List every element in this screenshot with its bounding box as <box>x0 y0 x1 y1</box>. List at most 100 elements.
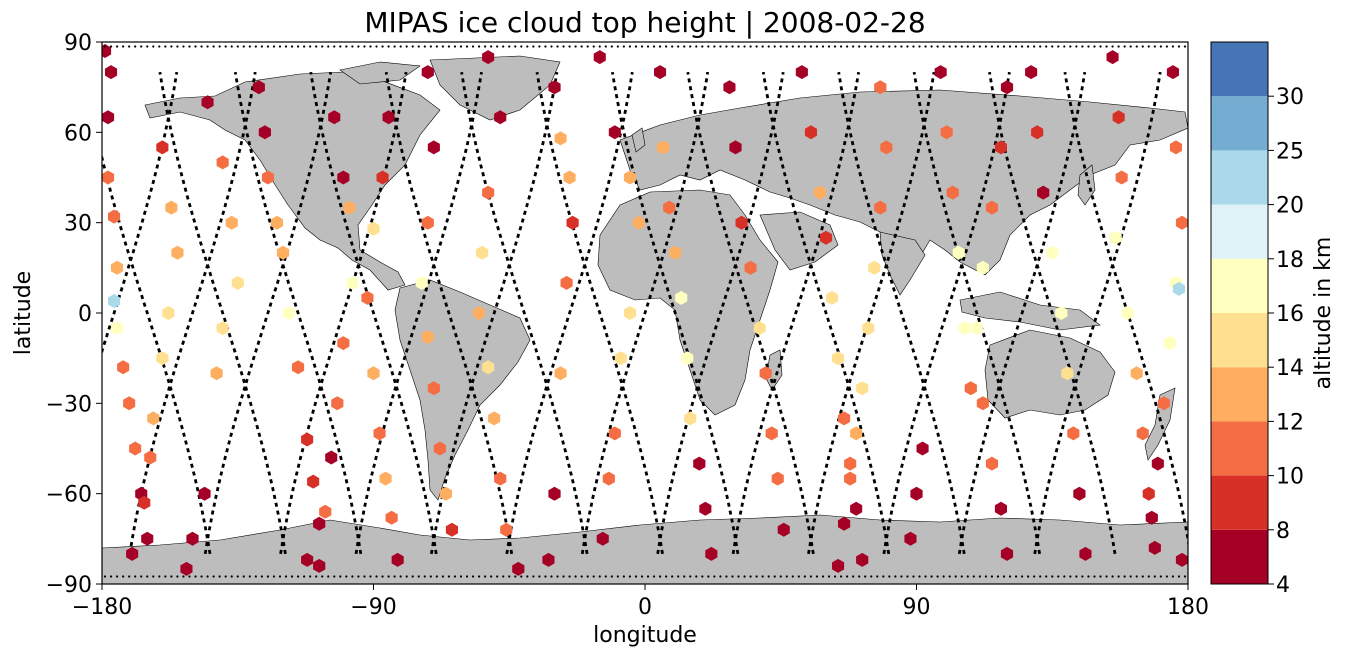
south-pole-dot <box>725 575 728 578</box>
south-pole-dot <box>212 575 215 578</box>
south-pole-dot <box>333 575 336 578</box>
south-pole-dot <box>827 575 831 578</box>
north-pole-dot <box>990 45 994 48</box>
north-pole-dot <box>604 45 607 48</box>
south-pole-dot <box>556 575 559 578</box>
x-tick-label: −90 <box>350 595 396 620</box>
cloud-marker <box>1031 125 1044 140</box>
south-pole-dot <box>441 575 444 578</box>
south-pole-dot <box>164 575 167 578</box>
colorbar-tick-label: 18 <box>1276 248 1304 273</box>
north-pole-dot <box>471 45 475 48</box>
north-pole-dot <box>815 45 819 48</box>
north-pole-dot <box>960 45 963 48</box>
north-pole-dot <box>846 45 849 48</box>
colorbar-tick-label: 25 <box>1276 139 1304 164</box>
cloud-marker <box>337 336 350 351</box>
cloud-marker <box>744 260 757 275</box>
north-pole-dot <box>785 45 788 48</box>
south-pole-dot <box>990 575 994 578</box>
north-pole-dot <box>610 45 613 48</box>
south-pole-dot <box>103 575 107 578</box>
south-pole-dot <box>852 575 855 578</box>
north-pole-dot <box>115 45 119 48</box>
cloud-marker <box>819 230 833 245</box>
north-pole-dot <box>206 45 209 48</box>
north-pole-dot <box>1153 45 1156 48</box>
north-pole-dot <box>622 45 625 48</box>
south-pole-dot <box>405 575 408 578</box>
south-pole-dot <box>109 575 113 578</box>
orbit-track <box>761 71 891 555</box>
cloud-marker <box>832 558 845 573</box>
cloud-marker <box>596 531 609 546</box>
south-pole-dot <box>170 575 173 578</box>
orbit-track <box>731 71 860 555</box>
south-pole-dot <box>1069 575 1072 578</box>
south-pole-dot <box>821 575 825 578</box>
cloud-marker <box>1142 486 1155 501</box>
cloud-marker <box>331 396 344 411</box>
arabia-landmass <box>759 211 839 271</box>
cloud-marker <box>964 381 977 396</box>
south-pole-dot <box>634 575 638 578</box>
north-pole-dot <box>930 45 933 48</box>
north-pole-dot <box>671 45 674 48</box>
maritime-asia-islands <box>959 291 1101 331</box>
cloud-marker <box>994 140 1007 155</box>
cloud-marker <box>1157 396 1170 411</box>
south-pole-dot <box>550 575 553 578</box>
north-pole-dot <box>170 45 173 48</box>
south-pole-dot <box>1123 575 1126 578</box>
north-pole-dot <box>888 45 891 48</box>
south-pole-dot <box>327 575 330 578</box>
cloud-marker <box>1121 306 1134 320</box>
south-pole-dot <box>290 575 294 578</box>
orbit-track <box>384 71 514 555</box>
north-pole-dot <box>345 45 348 48</box>
cloud-marker <box>958 321 971 336</box>
north-pole-dot <box>1008 45 1012 48</box>
map-plot-area <box>101 41 1189 585</box>
south-pole-dot <box>870 575 873 578</box>
colorbar-segment <box>1211 529 1268 584</box>
north-pole-dot <box>689 45 692 48</box>
south-pole-dot <box>1159 575 1162 578</box>
cloud-marker <box>759 366 772 381</box>
south-pole-dot <box>218 575 221 578</box>
south-pole-dot <box>369 575 372 578</box>
north-pole-dot <box>966 45 969 48</box>
north-pole-dot <box>278 45 282 48</box>
orbit-track <box>430 71 559 555</box>
cloud-marker <box>1079 546 1092 561</box>
south-pole-dot <box>797 575 800 578</box>
south-pole-dot <box>900 575 903 578</box>
south-pole-dot <box>152 575 155 578</box>
cloud-marker <box>292 360 305 375</box>
cloud-marker <box>198 486 211 501</box>
south-pole-dot <box>658 575 662 578</box>
north-pole-dot <box>1147 45 1150 48</box>
south-pole-dot <box>960 575 963 578</box>
north-pole-dot <box>351 45 354 48</box>
orbit-track <box>203 71 333 555</box>
south-pole-dot <box>375 575 378 578</box>
orbit-track <box>535 71 664 555</box>
north-pole-dot <box>1159 45 1162 48</box>
cloud-marker <box>301 552 314 567</box>
cloud-marker <box>632 215 645 230</box>
north-pole-dot <box>574 45 577 48</box>
cloud-marker <box>488 411 501 426</box>
cloud-marker <box>382 110 395 125</box>
cloud-marker <box>880 140 893 155</box>
x-axis-label: longitude <box>593 623 697 648</box>
north-pole-dot <box>767 45 770 48</box>
south-pole-dot <box>514 575 517 578</box>
cloud-marker <box>1151 456 1164 471</box>
north-pole-dot <box>1165 45 1168 48</box>
north-pole-dot <box>942 45 945 48</box>
cloud-marker <box>910 486 923 501</box>
north-pole-dot <box>839 45 843 48</box>
north-pole-dot <box>399 45 402 48</box>
north-pole-dot <box>272 45 276 48</box>
